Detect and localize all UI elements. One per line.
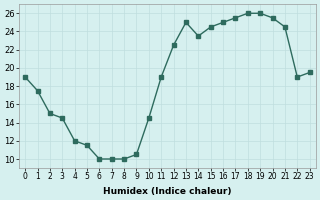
- X-axis label: Humidex (Indice chaleur): Humidex (Indice chaleur): [103, 187, 232, 196]
